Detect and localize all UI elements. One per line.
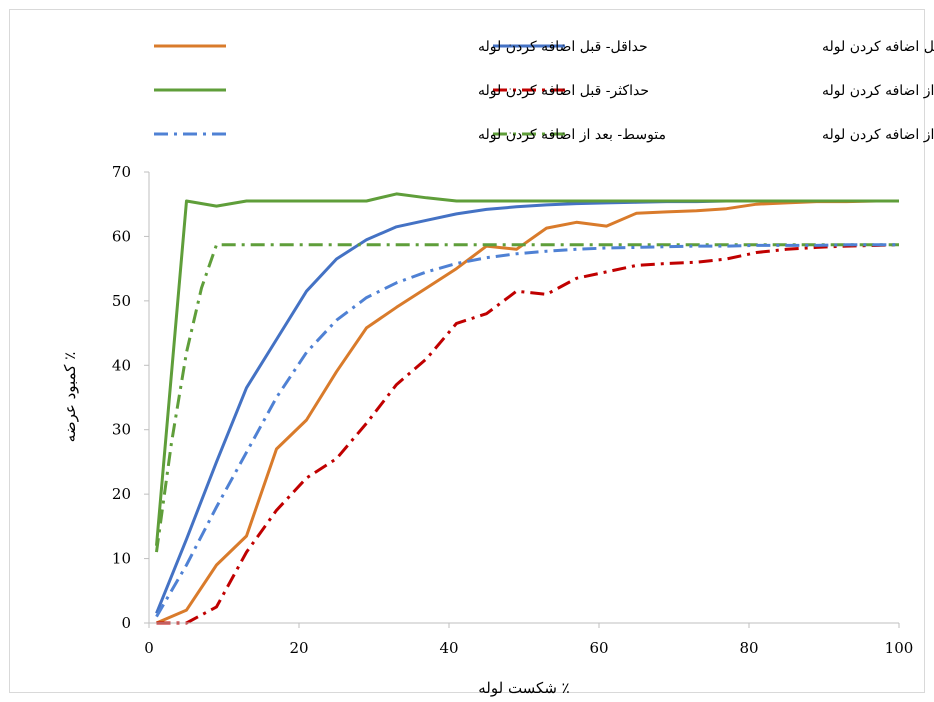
axes [148,172,899,624]
y-axis-title: ٪ کمبود عرضه [61,352,79,442]
y-tick-label: 20 [112,485,131,503]
x-tick-label: 100 [885,639,914,657]
legend: متوسط- قبل اضافه کردن لوله حداقل- قبل اضا… [154,39,934,143]
ticks: 0 20 40 60 80 100 0 10 20 30 40 50 60 70 [112,163,913,657]
y-tick-label: 60 [112,227,131,245]
x-tick-label: 60 [589,639,608,657]
series-line-3 [155,192,899,546]
x-tick-label: 0 [144,639,154,657]
y-tick-label: 10 [112,550,131,568]
chart-frame [9,9,925,693]
x-tick-label: 40 [439,639,458,657]
series-line-5 [155,243,899,618]
y-tick-label: 50 [112,292,131,310]
y-tick-label: 70 [112,163,131,181]
series-layer [155,192,900,625]
legend-label-0: متوسط- قبل اضافه کردن لوله [822,39,934,55]
y-tick-label: 0 [121,614,131,632]
legend-label-5: متوسط- بعد از اضافه کردن لوله [478,127,666,143]
series-line-0 [155,199,899,614]
x-tick-label: 20 [289,639,308,657]
legend-label-2: حداقل- بعد از اضافه کردن لوله [822,83,934,99]
y-tick-label: 30 [112,421,131,439]
series-line-4 [155,243,899,553]
series-line-1 [155,199,899,625]
series-line-2 [156,243,900,625]
legend-label-4: حداکثر- بعد از اضافه کردن لوله [822,127,934,143]
x-axis-title: ٪ شکست لوله [478,679,570,697]
x-tick-label: 80 [739,639,758,657]
legend-label-1: حداقل- قبل اضافه کردن لوله [478,39,648,55]
y-tick-label: 40 [112,356,131,374]
legend-label-3: حداکثر- قبل اضافه کردن لوله [478,83,649,99]
